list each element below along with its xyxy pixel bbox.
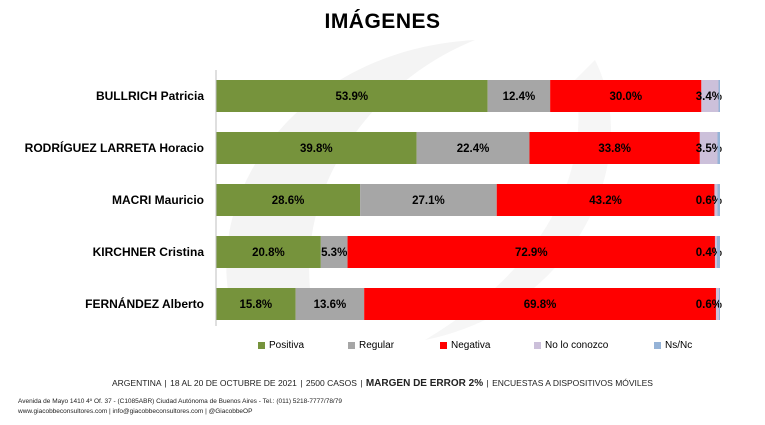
footer-country: ARGENTINA xyxy=(112,378,162,388)
data-label-negativa-fernandez-alberto: 69.8% xyxy=(524,299,557,311)
legend-swatch-no-lo-conozco xyxy=(534,342,541,349)
category-label-fernandez-alberto: FERNÁNDEZ Alberto xyxy=(85,296,204,311)
data-label-positiva-fernandez-alberto: 15.8% xyxy=(240,299,273,311)
data-label-negativa-kirchner-cristina: 72.9% xyxy=(515,247,548,259)
bar-no-lo-conozco-rodriguez-larreta-horacio xyxy=(699,132,718,164)
data-label-regular-macri-mauricio: 27.1% xyxy=(412,195,445,207)
bar-negativa-macri-mauricio xyxy=(496,184,715,216)
bar-positiva-macri-mauricio xyxy=(216,184,361,216)
data-label-regular-kirchner-cristina: 5.3% xyxy=(321,247,347,259)
footer-margin-of-error: MARGEN DE ERROR 2% xyxy=(365,378,484,389)
legend-swatch-regular xyxy=(348,342,355,349)
data-label-no-lo-conozco-rodriguez-larreta-horacio: 3.5% xyxy=(696,143,722,155)
bar-positiva-kirchner-cristina xyxy=(216,236,321,268)
legend-item-ns-nc: Ns/Nc xyxy=(654,340,692,351)
legend-swatch-negativa xyxy=(440,342,447,349)
data-label-no-lo-conozco-kirchner-cristina: 0.4% xyxy=(696,247,722,259)
bar-ns-nc-macri-mauricio xyxy=(717,184,720,216)
footer-dates: 18 AL 20 DE OCTUBRE DE 2021 xyxy=(170,378,297,388)
data-label-no-lo-conozco-bullrich-patricia: 3.4% xyxy=(696,91,722,103)
bar-no-lo-conozco-bullrich-patricia xyxy=(701,80,719,112)
legend-label-no-lo-conozco: No lo conozco xyxy=(545,340,609,351)
data-label-no-lo-conozco-fernandez-alberto: 0.6% xyxy=(696,299,722,311)
chart-title: IMÁGENES xyxy=(324,10,441,33)
data-label-positiva-bullrich-patricia: 53.9% xyxy=(336,91,369,103)
legend: Positiva Regular Negativa No lo conozco Ns/N… xyxy=(258,340,728,354)
footer-method: ENCUESTAS A DISPOSITIVOS MÓVILES xyxy=(492,378,653,388)
bar-ns-nc-fernandez-alberto xyxy=(718,288,720,320)
category-label-kirchner-cristina: KIRCHNER Cristina xyxy=(93,245,205,259)
legend-item-negativa: Negativa xyxy=(440,340,490,351)
data-label-positiva-macri-mauricio: 28.6% xyxy=(272,195,305,207)
footer-cases: 2500 CASOS xyxy=(305,378,357,388)
footer-address: Avenida de Mayo 1410 4º Of. 37 - (C1085A… xyxy=(18,398,342,405)
category-label-macri-mauricio: MACRI Mauricio xyxy=(112,193,204,207)
data-label-regular-fernandez-alberto: 13.6% xyxy=(314,299,347,311)
bar-negativa-rodriguez-larreta-horacio xyxy=(529,132,700,164)
data-label-positiva-kirchner-cristina: 20.8% xyxy=(252,247,285,259)
bar-regular-kirchner-cristina xyxy=(320,236,348,268)
data-label-regular-bullrich-patricia: 12.4% xyxy=(503,91,536,103)
data-label-negativa-bullrich-patricia: 30.0% xyxy=(609,91,642,103)
legend-label-regular: Regular xyxy=(359,340,395,351)
bar-regular-rodriguez-larreta-horacio xyxy=(416,132,530,164)
data-label-regular-rodriguez-larreta-horacio: 22.4% xyxy=(457,143,490,155)
bar-regular-fernandez-alberto xyxy=(295,288,365,320)
legend-label-negativa: Negativa xyxy=(451,340,491,351)
legend-item-positiva: Positiva xyxy=(258,340,304,351)
legend-swatch-positiva xyxy=(258,342,265,349)
bar-ns-nc-kirchner-cristina xyxy=(716,236,720,268)
data-label-no-lo-conozco-macri-mauricio: 0.6% xyxy=(696,195,722,207)
bar-no-lo-conozco-kirchner-cristina xyxy=(714,236,717,268)
bar-negativa-bullrich-patricia xyxy=(550,80,702,112)
legend-label-ns-nc: Ns/Nc xyxy=(665,340,693,351)
category-label-bullrich-patricia: BULLRICH Patricia xyxy=(96,89,204,103)
legend-swatch-ns-nc xyxy=(654,342,661,349)
bar-no-lo-conozco-fernandez-alberto xyxy=(715,288,719,320)
bar-positiva-bullrich-patricia xyxy=(216,80,488,112)
bar-no-lo-conozco-macri-mauricio xyxy=(714,184,718,216)
bar-ns-nc-rodriguez-larreta-horacio xyxy=(717,132,720,164)
bar-negativa-fernandez-alberto xyxy=(364,288,716,320)
bar-ns-nc-bullrich-patricia xyxy=(718,80,720,112)
legend-label-positiva: Positiva xyxy=(269,340,305,351)
data-label-positiva-rodriguez-larreta-horacio: 39.8% xyxy=(300,143,333,155)
chart: BULLRICH Patricia RODRÍGUEZ LARRETA Horac… xyxy=(25,70,722,326)
category-label-rodriguez-larreta-horacio: RODRÍGUEZ LARRETA Horacio xyxy=(25,140,204,155)
bar-positiva-fernandez-alberto xyxy=(216,288,296,320)
footer-survey-info: ARGENTINA | 18 AL 20 DE OCTUBRE DE 2021 … xyxy=(112,378,653,389)
bar-negativa-kirchner-cristina xyxy=(347,236,715,268)
legend-item-no-lo-conozco: No lo conozco xyxy=(534,340,608,351)
footer-contacts: www.giacobbeconsultores.com | info@giaco… xyxy=(18,408,253,415)
legend-item-regular: Regular xyxy=(348,340,394,351)
data-label-negativa-macri-mauricio: 43.2% xyxy=(589,195,622,207)
bar-regular-bullrich-patricia xyxy=(487,80,551,112)
bar-regular-macri-mauricio xyxy=(360,184,497,216)
data-label-negativa-rodriguez-larreta-horacio: 33.8% xyxy=(598,143,631,155)
bar-positiva-rodriguez-larreta-horacio xyxy=(216,132,417,164)
